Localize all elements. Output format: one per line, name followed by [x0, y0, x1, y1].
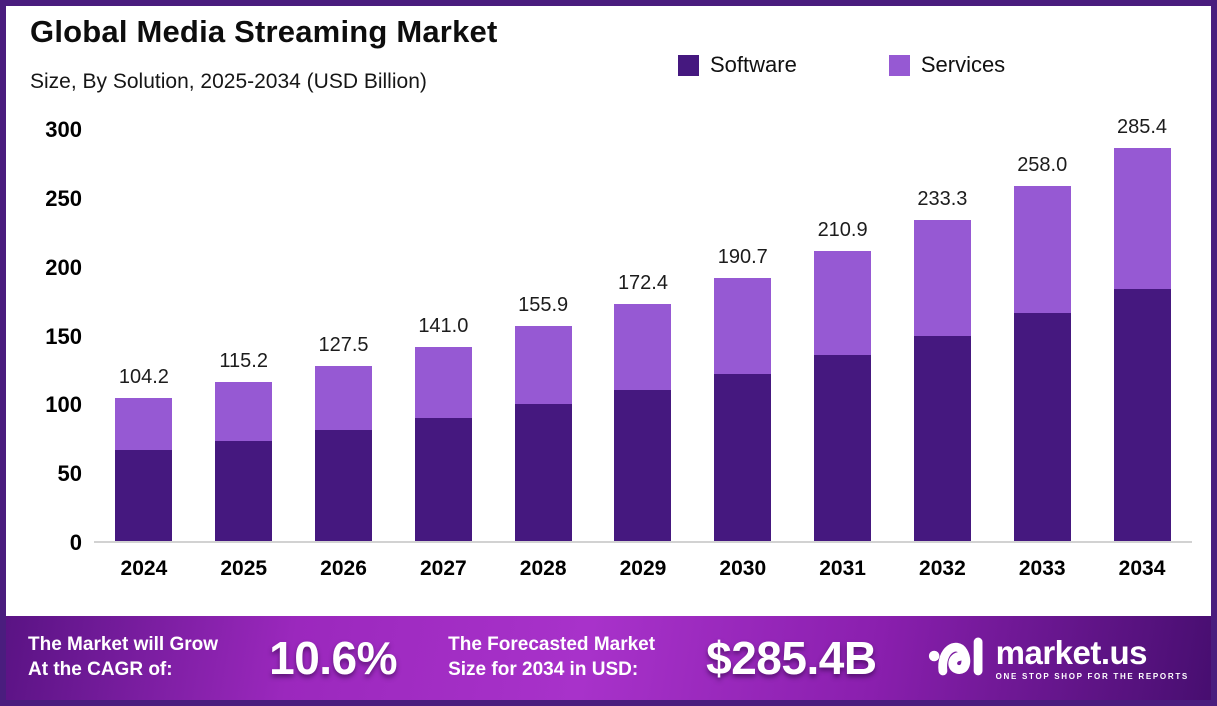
stacked-bar-2031: [814, 250, 872, 541]
bar-group-2028: 155.9 2028: [493, 130, 593, 580]
bar-group-2025: 115.2 2025: [194, 130, 294, 580]
bar-segment-services-2028: [514, 326, 572, 404]
y-tick-200: 200: [45, 254, 82, 280]
bar-segment-services-2027: [414, 346, 472, 418]
bar-segment-services-2026: [315, 365, 373, 430]
stacked-bar-2024: [115, 397, 173, 541]
forecast-label-line2: Size for 2034 in USD:: [448, 659, 639, 680]
x-axis-label-2032: 2032: [919, 557, 966, 580]
bar-total-label-2027: 141.0: [418, 314, 469, 337]
legend-item-software: Software: [678, 52, 797, 78]
y-tick-300: 300: [45, 117, 82, 142]
bar-segment-services-2030: [714, 278, 772, 374]
bar-chart-plot: 104.2 2024 115.2 2025 127.5 2026 141.0 2027 155.…: [94, 116, 1192, 580]
bar-segment-software-2032: [913, 335, 971, 541]
bar-group-2033: 258.0 2033: [992, 130, 1092, 580]
legend-swatch-software: [678, 54, 699, 76]
bar-segment-software-2025: [215, 440, 273, 541]
bar-group-2032: 233.3 2032: [893, 130, 993, 580]
x-axis-label-2025: 2025: [220, 557, 268, 580]
bar-group-2027: 141.0 2027: [393, 130, 493, 580]
bar-total-label-2031: 210.9: [817, 218, 868, 241]
chart-legend: Software Services: [678, 52, 1005, 78]
bar-segment-software-2026: [315, 429, 373, 541]
bar-segment-software-2033: [1013, 313, 1071, 541]
stacked-bar-2034: [1113, 148, 1171, 541]
x-axis-label-2028: 2028: [519, 557, 567, 580]
bar-segment-services-2033: [1013, 185, 1071, 314]
forecast-value: $285.4B: [706, 632, 877, 684]
marketus-logo-text-wrap: market.us ONE STOP SHOP FOR THE REPORTS: [996, 636, 1189, 681]
marketus-logo-icon: [928, 630, 986, 687]
x-axis-label-2030: 2030: [719, 557, 767, 580]
y-tick-150: 150: [45, 323, 82, 349]
bar-segment-services-2024: [115, 397, 173, 451]
legend-swatch-services: [888, 54, 910, 76]
cagr-value: 10.6%: [269, 632, 398, 684]
bar-segment-services-2031: [814, 250, 872, 356]
marketus-logo: market.us ONE STOP SHOP FOR THE REPORTS: [928, 630, 1189, 687]
forecast-label: The Forecasted Market Size for 2034 in U…: [448, 633, 655, 682]
bar-group-2034: 285.4 2034: [1092, 116, 1192, 580]
stacked-bar-2030: [714, 278, 772, 541]
stacked-bar-2028: [514, 326, 572, 541]
x-axis-label-2027: 2027: [419, 557, 467, 580]
marketus-logo-name: market.us: [995, 633, 1148, 671]
x-axis-label-2029: 2029: [619, 557, 667, 580]
bar-total-label-2030: 190.7: [717, 246, 768, 269]
bar-segment-services-2029: [614, 303, 672, 390]
bar-total-label-2025: 115.2: [219, 350, 268, 373]
bar-group-2026: 127.5 2026: [294, 130, 394, 580]
bar-total-label-2032: 233.3: [917, 187, 968, 210]
bar-segment-services-2025: [215, 382, 273, 441]
bar-total-label-2034: 285.4: [1117, 116, 1168, 139]
bar-total-label-2033: 258.0: [1017, 153, 1068, 176]
bar-segment-software-2034: [1113, 288, 1171, 541]
bar-segment-software-2028: [514, 404, 572, 541]
cagr-label: The Market will Grow At the CAGR of:: [28, 633, 218, 682]
bar-group-2031: 210.9 2031: [793, 130, 893, 580]
stacked-bar-2026: [315, 365, 373, 541]
bar-segment-services-2034: [1113, 148, 1171, 289]
page-title: Global Media Streaming Market: [30, 14, 498, 49]
stacked-bar-2033: [1013, 185, 1071, 541]
y-axis: 0 50 100 150 200 250 300: [20, 117, 82, 555]
bar-total-label-2024: 104.2: [118, 365, 169, 388]
legend-item-services: Services: [888, 52, 1006, 78]
bar-segment-software-2029: [614, 389, 672, 541]
forecast-label-line1: The Forecasted Market: [448, 634, 656, 656]
cagr-label-line2: At the CAGR of:: [28, 659, 173, 680]
bar-total-label-2026: 127.5: [318, 333, 369, 356]
stacked-bar-2032: [913, 219, 971, 541]
stacked-bar-2025: [215, 382, 273, 541]
x-axis-label-2026: 2026: [320, 557, 367, 580]
y-tick-0: 0: [69, 530, 82, 555]
legend-label-services: Services: [920, 52, 1006, 77]
y-tick-250: 250: [45, 185, 82, 211]
x-axis-label-2024: 2024: [120, 557, 168, 580]
bar-segment-software-2030: [714, 373, 772, 541]
bar-segment-services-2032: [913, 219, 971, 336]
stacked-bar-2027: [414, 346, 472, 541]
bar-total-label-2029: 172.4: [617, 271, 668, 294]
bar-group-2029: 172.4 2029: [593, 130, 693, 580]
page-subtitle: Size, By Solution, 2025-2034 (USD Billio…: [30, 70, 427, 93]
bar-segment-software-2031: [814, 355, 872, 541]
bar-total-label-2028: 155.9: [518, 294, 569, 317]
y-tick-100: 100: [45, 392, 82, 418]
x-axis-label-2034: 2034: [1118, 557, 1166, 580]
marketus-logo-tagline: ONE STOP SHOP FOR THE REPORTS: [995, 671, 1189, 681]
bar-segment-software-2024: [115, 450, 173, 541]
stacked-bar-2029: [614, 303, 672, 541]
footer-banner: The Market will Grow At the CAGR of: 10.…: [6, 616, 1211, 700]
x-axis-label-2033: 2033: [1018, 557, 1066, 580]
legend-label-software: Software: [710, 52, 797, 77]
cagr-label-line1: The Market will Grow: [28, 634, 219, 656]
y-tick-50: 50: [57, 461, 82, 487]
bar-group-2030: 190.7 2030: [693, 130, 793, 580]
bar-segment-software-2027: [414, 417, 472, 541]
bar-group-2024: 104.2 2024: [94, 130, 194, 580]
x-axis-label-2031: 2031: [819, 557, 866, 580]
